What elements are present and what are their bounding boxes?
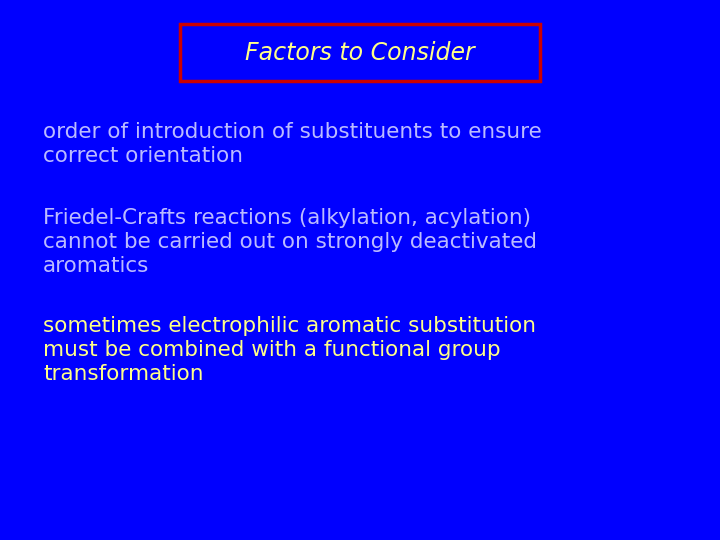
Text: Friedel-Crafts reactions (alkylation, acylation)
cannot be carried out on strong: Friedel-Crafts reactions (alkylation, ac… xyxy=(43,208,537,276)
Text: order of introduction of substituents to ensure
correct orientation: order of introduction of substituents to… xyxy=(43,122,542,165)
FancyBboxPatch shape xyxy=(180,24,540,81)
Text: Factors to Consider: Factors to Consider xyxy=(245,40,475,65)
Text: sometimes electrophilic aromatic substitution
must be combined with a functional: sometimes electrophilic aromatic substit… xyxy=(43,316,536,384)
